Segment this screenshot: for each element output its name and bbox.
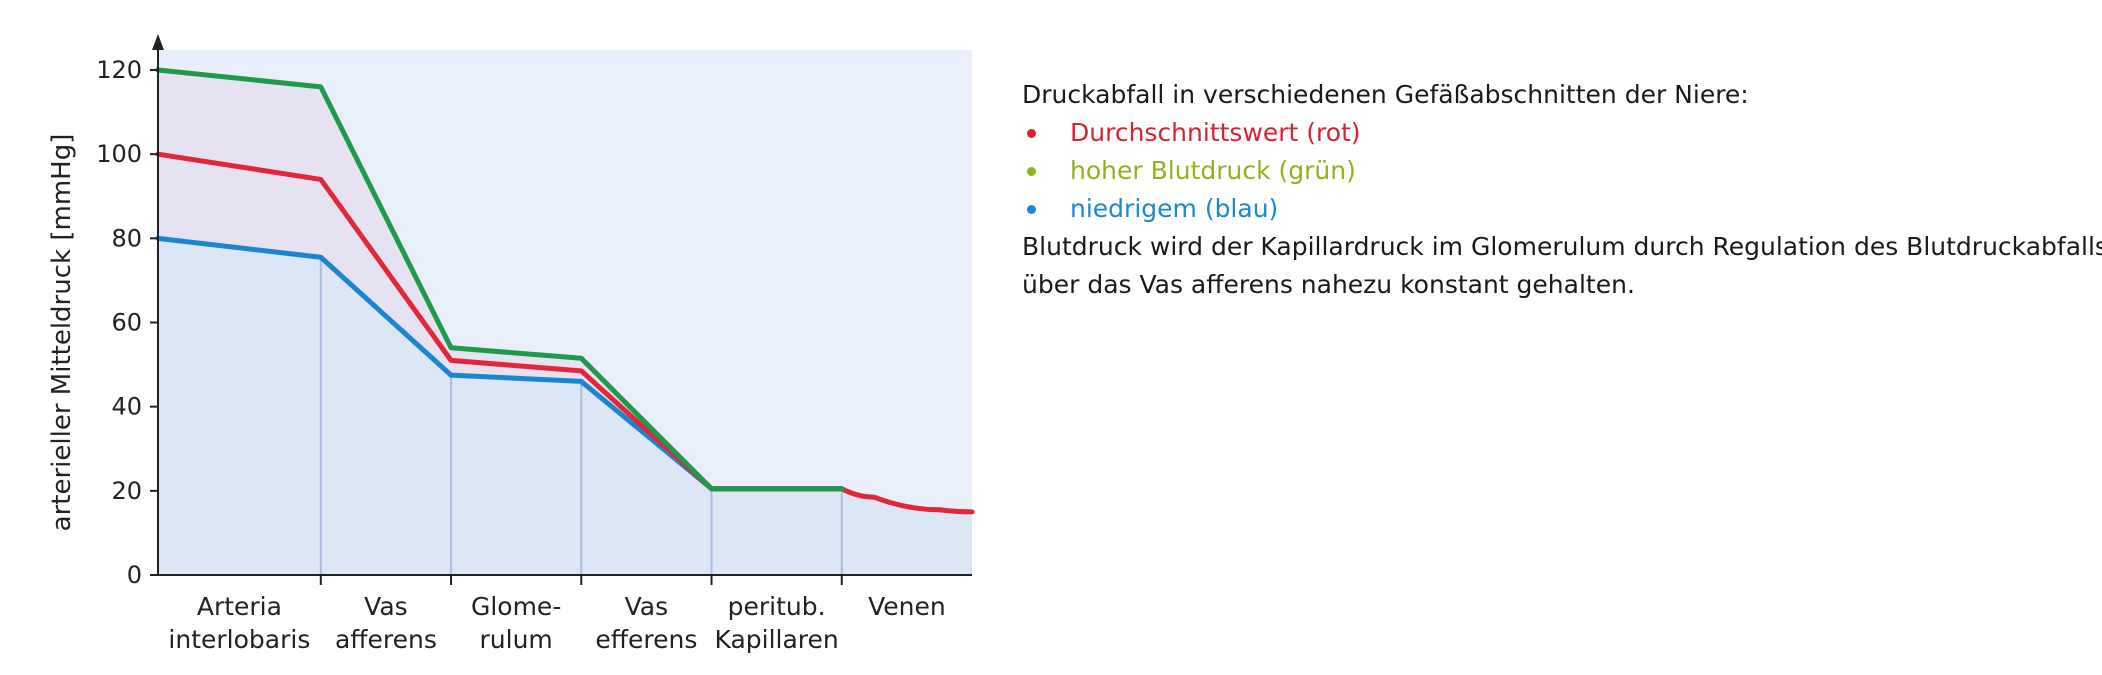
chart-axes [152,34,972,576]
notes-text-line: Blutdruck wird der Kapillardruck im Glom… [1022,232,2102,261]
x-category-label: rulum [480,625,553,654]
notes-text-line: über das Vas afferens nahezu konstant ge… [1022,270,1635,299]
x-category-label: Venen [868,592,946,621]
y-ticks: 0 20 40 60 80 100 120 [96,56,158,589]
legend-item-average: Durchschnittswert (rot) [1022,114,2102,152]
x-category-label: interlobaris [168,625,310,654]
y-axis-label: arterieller Mitteldruck [mmHg] [47,134,77,532]
series-lines [155,67,975,515]
pressure-chart: 0 20 40 60 80 100 120 Arteria interlobaris Vas af… [47,34,975,654]
bullet-dot-icon [1027,129,1036,138]
legend-item-high: hoher Blutdruck (grün) [1022,152,2102,190]
x-category-label: Kapillaren [715,625,839,654]
legend-item-label: Durchschnittswert (rot) [1070,118,1361,147]
y-tick-label: 120 [96,56,142,84]
y-tick-label: 80 [111,224,142,252]
segment-dividers [319,257,843,575]
x-category-label: Vas [625,592,669,621]
x-category-label: afferens [335,625,437,654]
y-tick-label: 100 [96,140,142,168]
x-categories: Arteria interlobaris Vas afferens Glome-rulu… [168,575,946,654]
legend-list: Durchschnittswert (rot) hoher Blutdruck … [1022,114,2102,228]
bullet-dot-icon [1027,205,1036,214]
x-category-label: Glome- [471,592,561,621]
notes-heading: Druckabfall in verschiedenen Gefäßabschn… [1022,80,1749,109]
x-category-label: peritub. [728,592,826,621]
y-axis-arrow-icon [152,34,164,50]
area-band [158,70,842,489]
y-tick-label: 0 [127,561,142,589]
x-category-label: Vas [364,592,408,621]
legend-item-low: niedrigem (blau) [1022,190,2102,228]
x-category-label: efferens [595,625,697,654]
x-category-label: Arteria [197,592,282,621]
legend-item-label: hoher Blutdruck (grün) [1070,156,1356,185]
y-tick-label: 20 [111,477,142,505]
series-line-hoch [155,67,845,492]
y-tick-label: 60 [111,309,142,337]
bullet-dot-icon [1027,167,1036,176]
legend-notes: Druckabfall in verschiedenen Gefäßabschn… [1022,76,2102,304]
legend-item-label: niedrigem (blau) [1070,194,1279,223]
y-tick-label: 40 [111,393,142,421]
